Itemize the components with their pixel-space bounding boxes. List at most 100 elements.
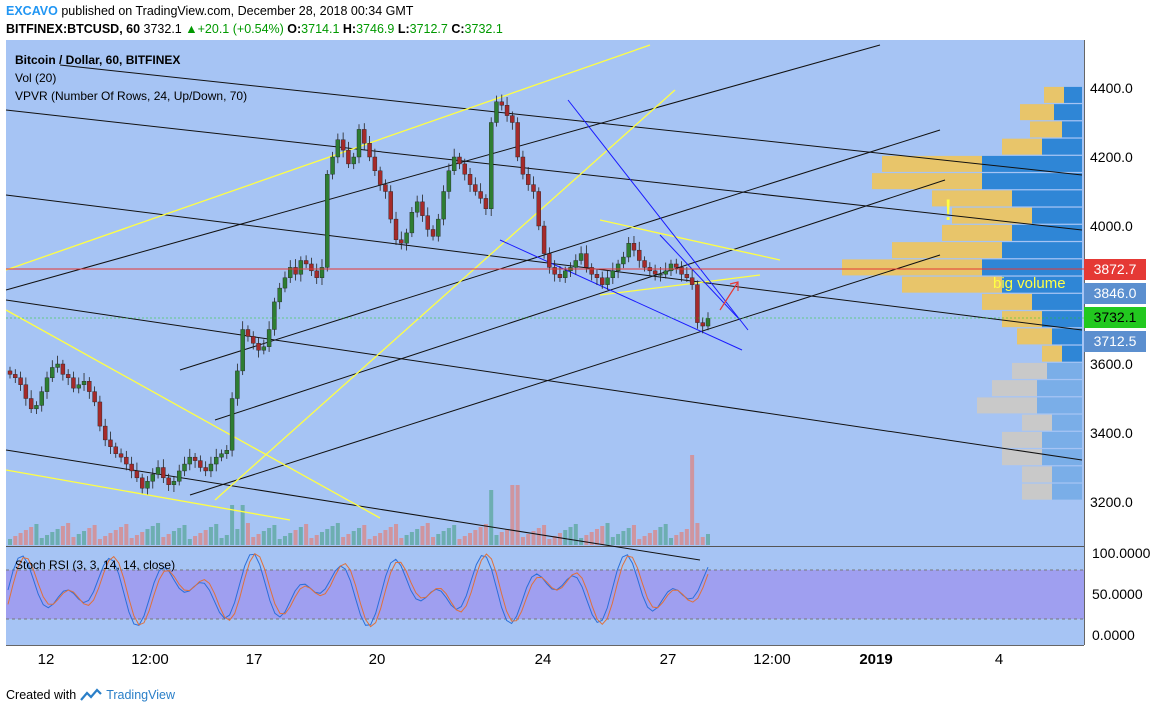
candle-body bbox=[240, 329, 245, 372]
trendline-black bbox=[5, 44, 881, 291]
volume-bar bbox=[145, 529, 150, 545]
vpvr-down-row bbox=[992, 380, 1037, 397]
stoch-tick: 100.0000 bbox=[1092, 545, 1151, 561]
volume-bar bbox=[18, 533, 23, 545]
candle-body bbox=[399, 239, 404, 244]
volume-bar bbox=[87, 528, 92, 545]
volume-bar bbox=[589, 532, 594, 545]
candle-body bbox=[621, 256, 626, 265]
vpvr-down-row bbox=[1022, 414, 1052, 431]
volume-bar bbox=[610, 537, 615, 545]
trendline-black bbox=[5, 194, 1083, 331]
volume-bar bbox=[267, 528, 272, 545]
volume-bar bbox=[203, 530, 208, 545]
candle-body bbox=[325, 174, 330, 268]
price-tick: 3200.0 bbox=[1090, 494, 1133, 510]
candle-body bbox=[467, 174, 473, 185]
stoch-rsi-label[interactable]: Stoch RSI (3, 3, 14, 14, close) bbox=[15, 558, 176, 572]
candle-body bbox=[637, 249, 642, 261]
high-value: 3746.9 bbox=[356, 22, 395, 36]
main-pane-background bbox=[6, 40, 1084, 546]
volume-bar bbox=[663, 524, 668, 545]
volume-bar bbox=[684, 529, 689, 545]
volume-bar bbox=[193, 536, 198, 545]
candle-body bbox=[372, 156, 378, 172]
candle-body bbox=[689, 277, 695, 285]
candle-body bbox=[288, 267, 293, 278]
vpvr-up-row bbox=[1052, 328, 1082, 345]
volume-bar bbox=[600, 526, 605, 545]
vpvr-down-row bbox=[982, 293, 1032, 310]
volume-bar bbox=[409, 532, 414, 545]
candle-body bbox=[409, 211, 415, 234]
volume-bar bbox=[140, 532, 145, 545]
candle-body bbox=[330, 156, 335, 175]
vpvr-up-row bbox=[1042, 138, 1082, 155]
vpvr-up-row bbox=[1002, 276, 1082, 293]
vpvr-up-row bbox=[1032, 207, 1082, 224]
candle-body bbox=[531, 184, 536, 192]
exclamation-note: ! bbox=[944, 194, 953, 227]
vpvr-up-row bbox=[1032, 293, 1082, 310]
candle-body bbox=[65, 374, 71, 379]
vpvr-indicator-label[interactable]: VPVR (Number Of Rows, 24, Up/Down, 70) bbox=[15, 89, 248, 103]
volume-bar bbox=[584, 535, 589, 545]
chart-title[interactable]: Bitcoin / Dollar, 60, BITFINEX bbox=[15, 53, 181, 67]
volume-bar bbox=[621, 531, 626, 545]
price-tick: 3400.0 bbox=[1090, 425, 1133, 441]
volume-bar bbox=[71, 537, 76, 545]
candle-body bbox=[615, 263, 621, 272]
stoch-tick: 50.0000 bbox=[1092, 586, 1143, 602]
candle-body bbox=[182, 463, 187, 472]
volume-bars bbox=[8, 455, 710, 545]
candle-body bbox=[335, 139, 341, 158]
volume-bar bbox=[441, 531, 446, 545]
volume-bar bbox=[573, 524, 578, 545]
volume-bar bbox=[594, 529, 599, 545]
candle-body bbox=[626, 243, 631, 258]
vol-indicator-label[interactable]: Vol (20) bbox=[15, 71, 57, 85]
vpvr-up-row bbox=[1052, 483, 1082, 500]
candle-body bbox=[557, 274, 563, 278]
time-tick: 4 bbox=[994, 651, 1004, 668]
volume-bar bbox=[272, 525, 277, 545]
volume-bar bbox=[679, 532, 684, 545]
volume-bar bbox=[357, 528, 361, 545]
volume-bar bbox=[653, 530, 658, 545]
candle-body bbox=[483, 198, 489, 209]
volume-bar bbox=[695, 523, 700, 545]
volume-bar bbox=[330, 526, 335, 545]
vpvr-down-row bbox=[1012, 362, 1047, 379]
candle-body bbox=[245, 329, 251, 337]
candle-body bbox=[430, 229, 436, 237]
author-name[interactable]: EXCAVO bbox=[6, 4, 58, 18]
volume-bar bbox=[383, 530, 388, 545]
candle-body bbox=[113, 446, 118, 454]
candle-body bbox=[642, 260, 647, 268]
trendline-yellow bbox=[5, 469, 291, 521]
candle-body bbox=[451, 156, 457, 172]
tradingview-brand[interactable]: TradingView bbox=[106, 688, 175, 702]
candle-body bbox=[229, 398, 235, 451]
candle-body bbox=[695, 284, 700, 323]
candle-body bbox=[102, 425, 108, 441]
vpvr-down-row bbox=[1020, 104, 1054, 121]
vpvr-down-row bbox=[1022, 466, 1052, 483]
volume-bar bbox=[404, 535, 409, 545]
volume-bar bbox=[415, 529, 420, 545]
volume-bar bbox=[346, 534, 351, 545]
volume-bar bbox=[198, 533, 203, 545]
trendline-yellow bbox=[5, 44, 651, 271]
volume-bar bbox=[150, 526, 155, 545]
candle-body bbox=[177, 470, 182, 482]
volume-bar bbox=[563, 530, 568, 545]
vpvr-down-row bbox=[882, 155, 982, 172]
volume-bar bbox=[134, 535, 139, 545]
candle-body bbox=[668, 263, 674, 272]
candle-body bbox=[578, 253, 584, 261]
volume-bar bbox=[8, 539, 12, 545]
candle-body bbox=[494, 101, 499, 123]
arrow-head-icon bbox=[729, 281, 739, 291]
candle-body bbox=[510, 115, 515, 123]
